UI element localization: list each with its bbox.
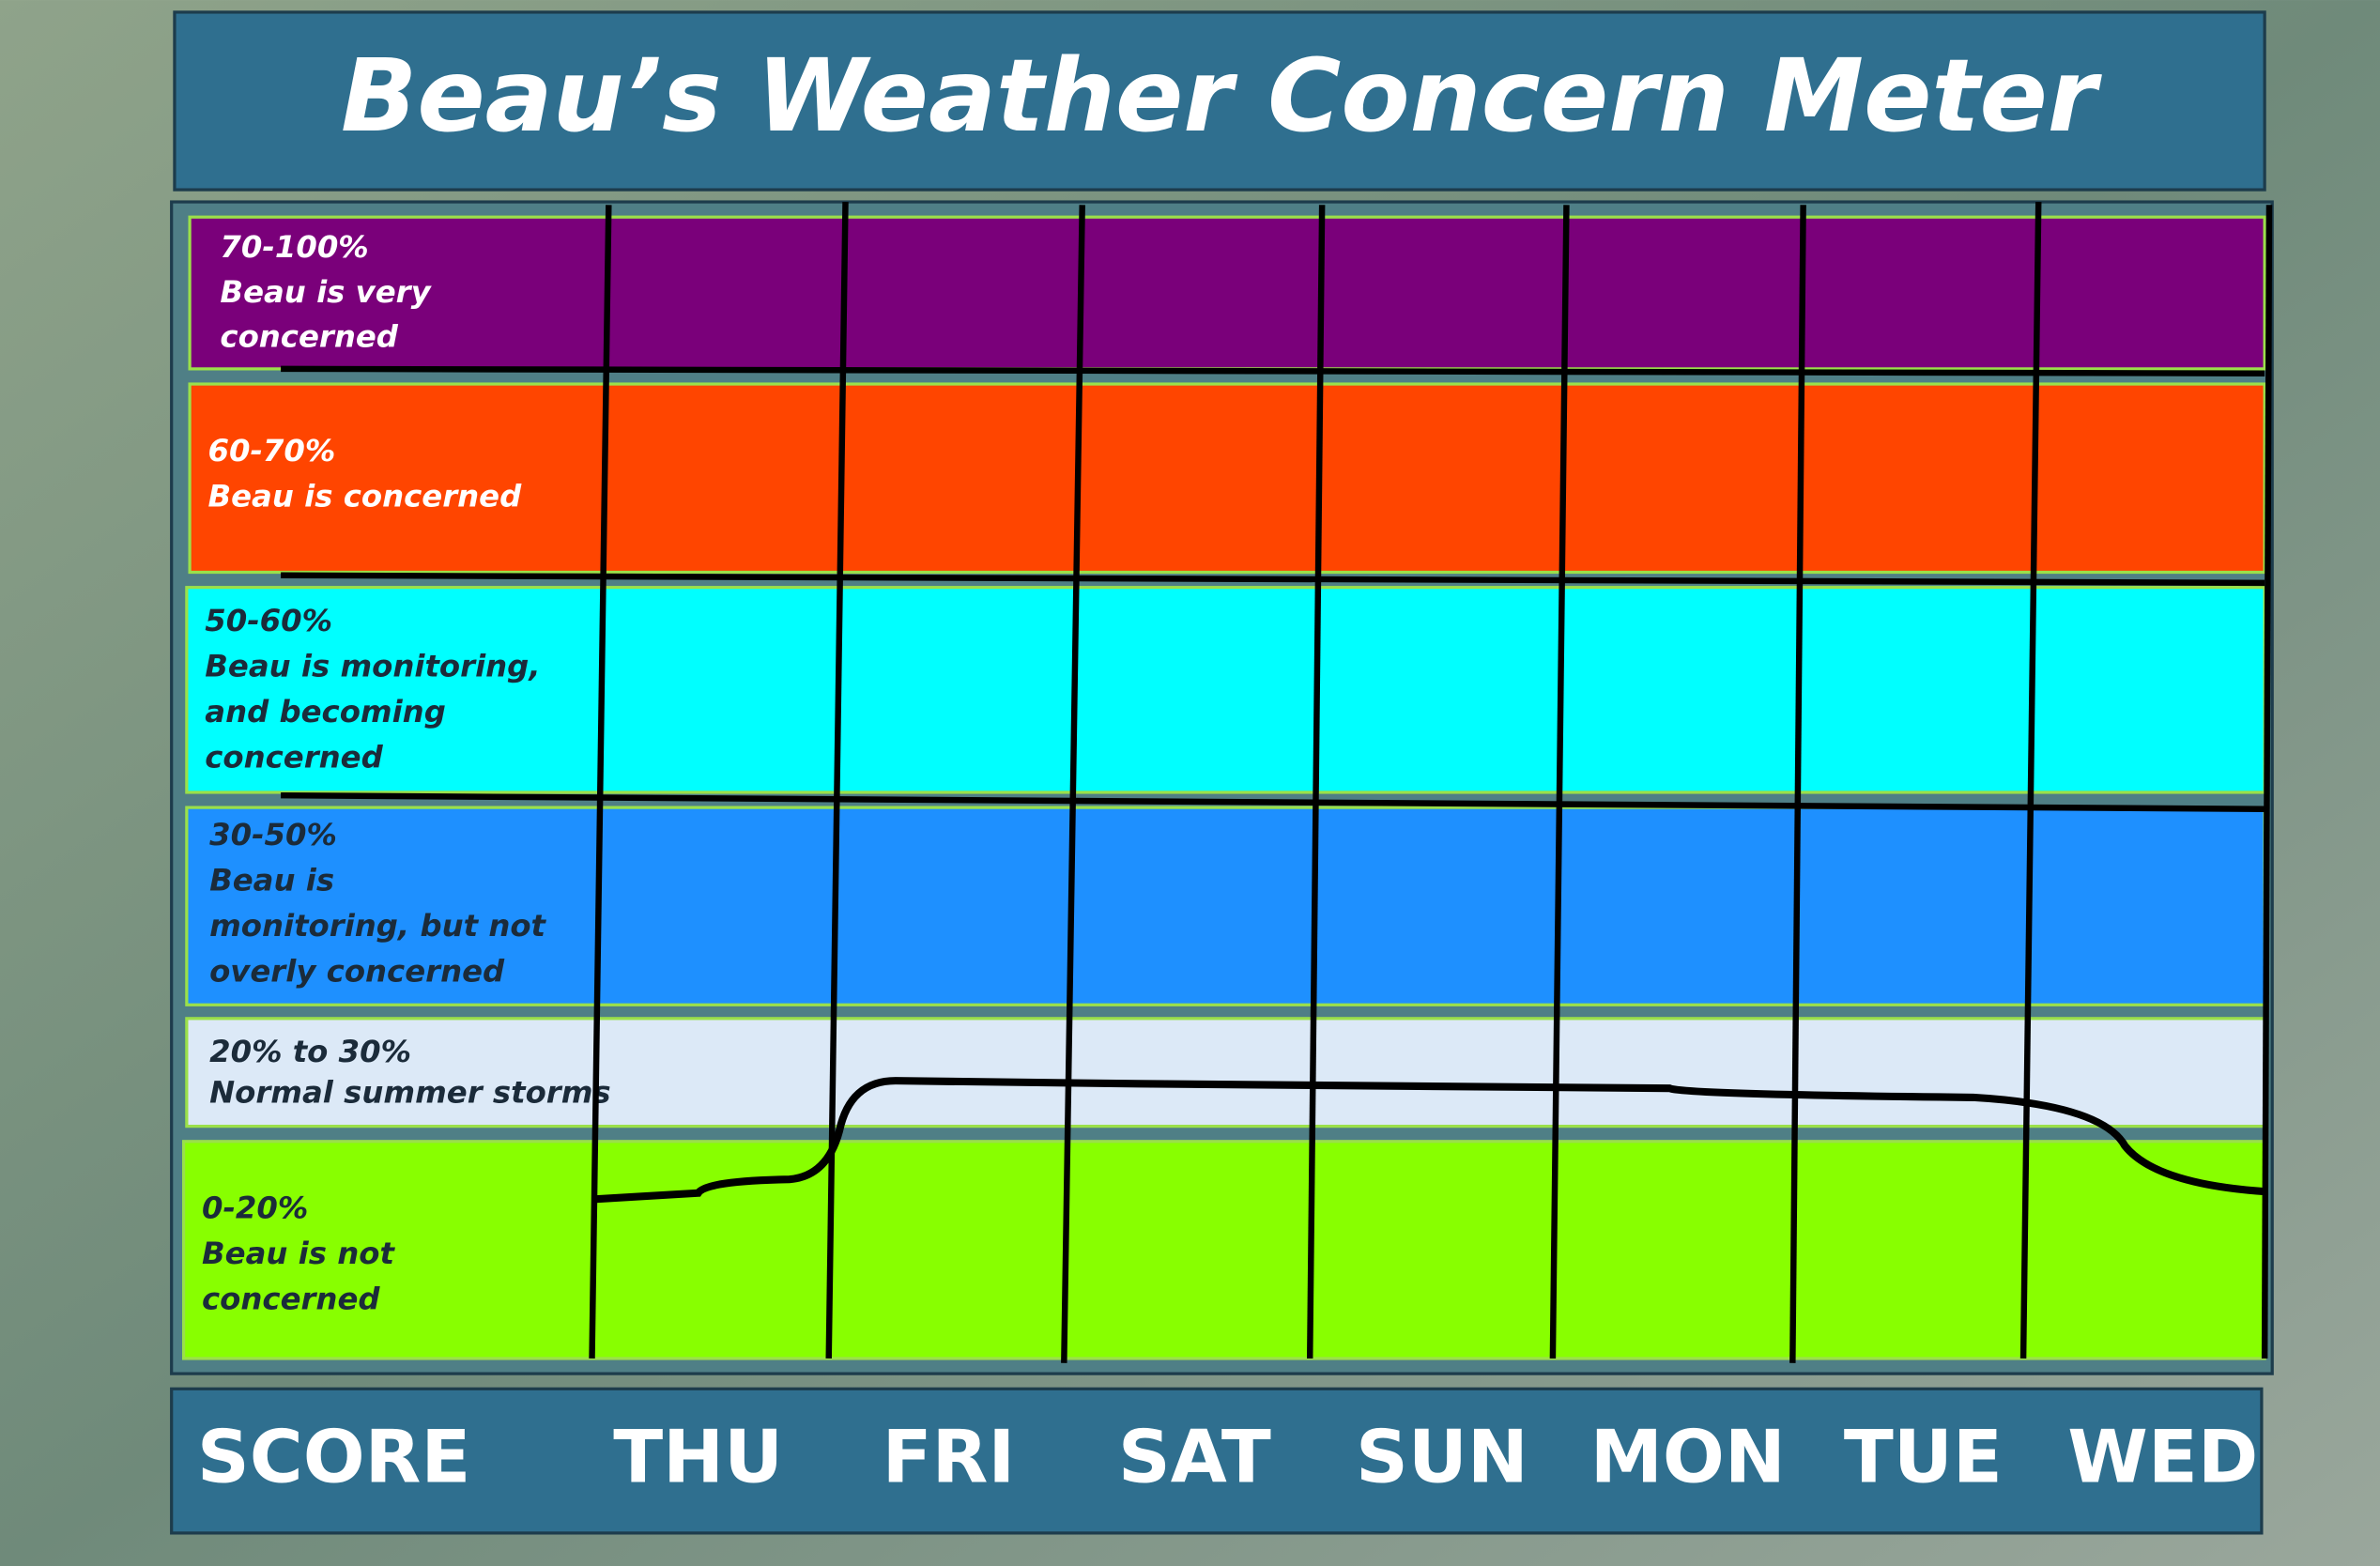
band-description: Beau is not <box>202 1236 395 1271</box>
day-label: THU <box>613 1415 783 1499</box>
band-range: 50-60% <box>205 603 332 638</box>
v-line <box>825 201 849 1359</box>
band-range: 0-20% <box>202 1190 308 1226</box>
v-line <box>589 205 612 1359</box>
band-description: monitoring, but not <box>209 908 546 944</box>
h-line <box>281 572 2265 587</box>
day-label: WED <box>2067 1415 2258 1499</box>
v-line <box>1549 205 1570 1359</box>
band-description: overly concerned <box>209 953 505 989</box>
band-description: Beau is concerned <box>207 478 522 514</box>
day-bar <box>170 1387 2264 1535</box>
day-label: MON <box>1590 1415 1786 1499</box>
band <box>185 586 2266 794</box>
band <box>185 806 2266 1006</box>
band-range: 60-70% <box>207 433 335 468</box>
band-description: Beau is <box>209 862 334 898</box>
h-line <box>281 791 2265 812</box>
v-line <box>2019 202 2042 1359</box>
title: Beau’s Weather Concern Meter <box>341 38 2103 155</box>
band-description: concerned <box>202 1282 380 1317</box>
day-labels: SCORE THU FRI SAT SUN MON TUE WED <box>197 1415 2258 1499</box>
grid <box>281 201 2273 1363</box>
h-line <box>281 365 2265 376</box>
band <box>188 382 2266 575</box>
band <box>188 215 2266 371</box>
band-description: concerned <box>205 739 383 775</box>
band-range: 20% to 30% <box>209 1034 411 1069</box>
bands: 70-100% Beau is very concerned 60-70% Beau i… <box>182 215 2266 1360</box>
concern-curve <box>594 1077 2265 1204</box>
band-description: Normal summer storms <box>209 1075 611 1111</box>
day-label: SAT <box>1118 1415 1271 1499</box>
day-label: SUN <box>1356 1415 1528 1499</box>
v-line <box>1789 205 1806 1363</box>
band-range: 30-50% <box>209 817 337 852</box>
day-label: FRI <box>883 1415 1016 1499</box>
v-line <box>1306 205 1326 1359</box>
band <box>185 1017 2266 1128</box>
band-description: Beau is monitoring, <box>205 648 540 683</box>
title-banner <box>173 10 2266 192</box>
band-description: concerned <box>220 319 398 355</box>
v-line <box>1061 205 1085 1363</box>
band-range: 70-100% <box>220 229 368 265</box>
day-label: SCORE <box>197 1415 471 1499</box>
v-line <box>2261 205 2273 1359</box>
band-description: and becoming <box>205 694 446 729</box>
band-description: Beau is very <box>220 274 432 310</box>
band <box>182 1140 2266 1360</box>
day-label: TUE <box>1844 1415 2003 1499</box>
